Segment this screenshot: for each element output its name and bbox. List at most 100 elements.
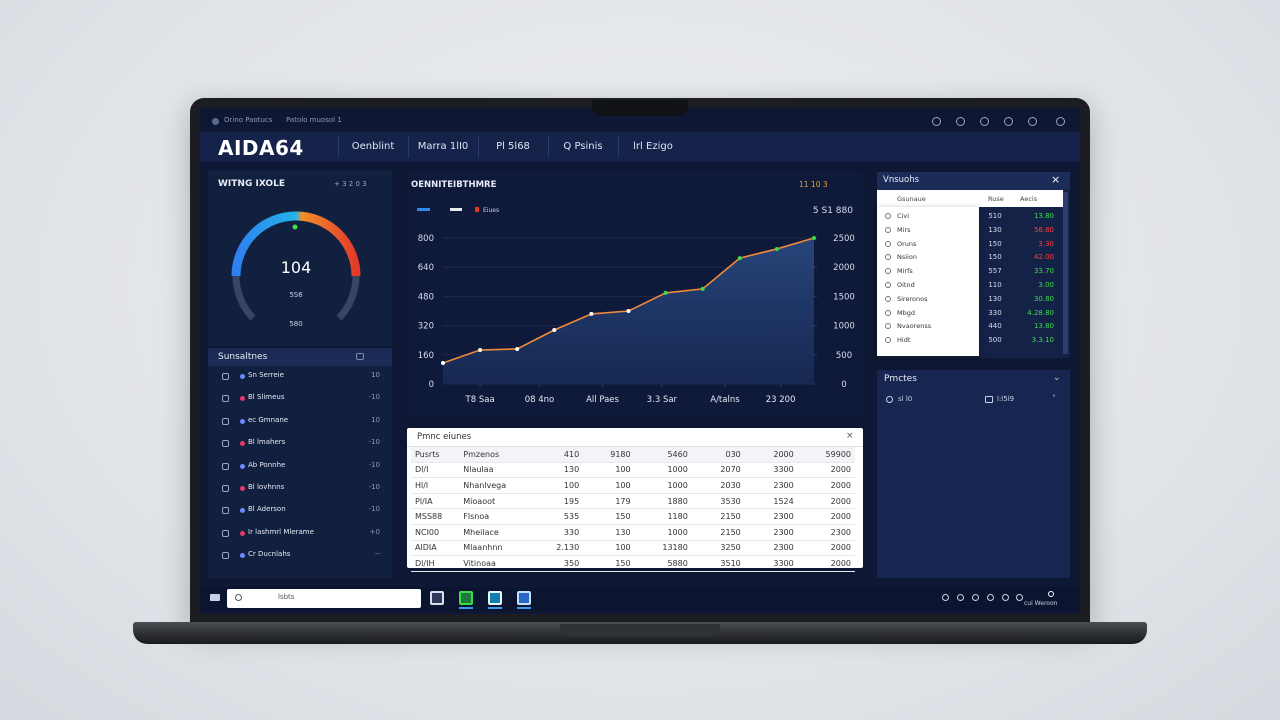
camera-notch [592, 100, 688, 116]
top-icon[interactable] [956, 117, 965, 126]
sensor-label: ec Gmnane [248, 415, 289, 424]
table-cell: 3510 [691, 555, 745, 572]
table-cell: Pusrts [411, 447, 460, 463]
top-icon[interactable] [1004, 117, 1013, 126]
table-cell: 1524 [744, 493, 798, 510]
table-cell: 179 [583, 493, 635, 510]
table-row: Dl/I Nlaulaa 130 100 1000 2070 3300 2000 [411, 462, 855, 479]
sensor-label: Bl lmahers [248, 438, 286, 447]
point [812, 236, 816, 240]
table-cell: 2300 [744, 540, 798, 557]
close-button[interactable]: × [846, 431, 854, 441]
watch-name[interactable]: Oitnd [897, 281, 915, 289]
sensor-icon [222, 507, 229, 515]
tray-icon[interactable] [972, 594, 979, 601]
row-icon [885, 309, 891, 316]
y2-tick-label: 2000 [833, 263, 855, 273]
tray-icon[interactable] [1002, 594, 1009, 601]
watch-name[interactable]: Mirs [897, 225, 911, 234]
x-tick-label: 08 4no [525, 395, 555, 405]
tab[interactable]: Oenblint [351, 141, 395, 152]
table-cell: 100 [583, 477, 635, 494]
chevron[interactable]: ˄ [1052, 394, 1056, 403]
start-button[interactable] [210, 594, 220, 601]
watchlist-headrow [877, 190, 1063, 207]
top-icon[interactable] [1056, 117, 1065, 126]
tab[interactable]: Pl 5l68 [496, 141, 530, 152]
panel-title: Sunsaltnes [218, 352, 268, 362]
y-tick-label: 640 [418, 263, 434, 273]
y-tick-label: 160 [418, 351, 434, 361]
tab[interactable]: lrl Ezigo [633, 141, 673, 152]
sensor-value: 10 [371, 371, 380, 379]
table-cell: 150 [583, 555, 635, 572]
tab[interactable]: Marra 1lI0 [417, 141, 469, 152]
watch-name[interactable]: Civi [897, 212, 909, 220]
sensor-value: -10 [368, 438, 380, 447]
tray-icon[interactable] [987, 594, 994, 601]
panel-title: Pmctes [884, 374, 917, 384]
table-cell: 5460 [634, 447, 692, 463]
watch-name[interactable]: Oruns [897, 239, 917, 248]
search-text[interactable]: lsbts [278, 593, 295, 601]
watch-name[interactable]: Mbgd [897, 308, 915, 317]
table-cell: 1880 [634, 493, 692, 510]
sensor-bullet [240, 486, 245, 491]
watch-change: 4.28.80 [1027, 308, 1054, 317]
watch-name[interactable]: Hidt [897, 336, 911, 345]
watch-change: 42.00 [1033, 253, 1054, 262]
data-table: Pusrts Pmzenos 410 9180 5460 030 2000 59900 Dl/I… [411, 447, 855, 572]
sensor-icon [222, 529, 229, 537]
table-cell: 2000 [797, 540, 855, 557]
table-cell: 130 [583, 524, 635, 541]
panel-item[interactable]: l:l5l9 [997, 395, 1015, 403]
taskbar-app[interactable] [488, 591, 502, 605]
app-indicator [459, 607, 473, 609]
taskbar-app[interactable] [430, 591, 444, 605]
legend-swatch [450, 208, 462, 211]
item-icon [985, 396, 993, 403]
watch-name[interactable]: Mirfs [897, 267, 913, 276]
table-cell: 2300 [744, 477, 798, 494]
sensor-bullet [240, 463, 245, 469]
table-cell: 535 [531, 508, 584, 525]
chevron[interactable]: ⌄ [1053, 373, 1061, 383]
tray-icon[interactable] [1048, 591, 1054, 597]
y-tick-label: 800 [418, 234, 434, 244]
table-cell: 2000 [744, 447, 798, 463]
table-cell: 2150 [691, 508, 745, 525]
gauge [231, 211, 361, 321]
top-icon[interactable] [1028, 117, 1037, 126]
sensor-icon [222, 485, 229, 492]
sensor-value: -- [374, 550, 380, 559]
table-cell: Vitinoaa [459, 555, 532, 572]
tray-icon[interactable] [942, 594, 949, 601]
sensors-header [208, 348, 392, 366]
sensor-value: 10 [371, 415, 380, 424]
sensor-icon [222, 373, 229, 380]
table-cell: 5880 [634, 555, 692, 572]
taskbar-app[interactable] [517, 591, 531, 605]
watch-name[interactable]: Nsiion [897, 253, 917, 262]
point [737, 256, 742, 261]
tab[interactable]: Q Psinis [563, 141, 603, 152]
taskbar-app[interactable] [459, 591, 473, 605]
sensor-bullet [240, 553, 245, 559]
top-icon[interactable] [932, 117, 941, 126]
table-cell: 100 [583, 462, 635, 479]
watch-name[interactable]: Sireronos [897, 294, 928, 303]
table-cell: 1000 [634, 462, 692, 479]
sensor-bullet [240, 396, 245, 402]
table-cell: 1000 [634, 524, 692, 541]
legend-swatch [475, 207, 479, 212]
table-cell: 2300 [797, 524, 855, 541]
panel-item[interactable]: sl l0 [898, 395, 913, 403]
close-button[interactable]: × [1051, 173, 1061, 186]
tray-icon[interactable] [1016, 594, 1023, 601]
watch-name[interactable]: Nvaorenss [897, 322, 932, 331]
top-icon[interactable] [980, 117, 989, 126]
table-cell: 2150 [691, 524, 745, 541]
search-box[interactable] [227, 589, 421, 608]
sensor-value: -10 [368, 483, 380, 491]
tray-icon[interactable] [957, 594, 964, 601]
